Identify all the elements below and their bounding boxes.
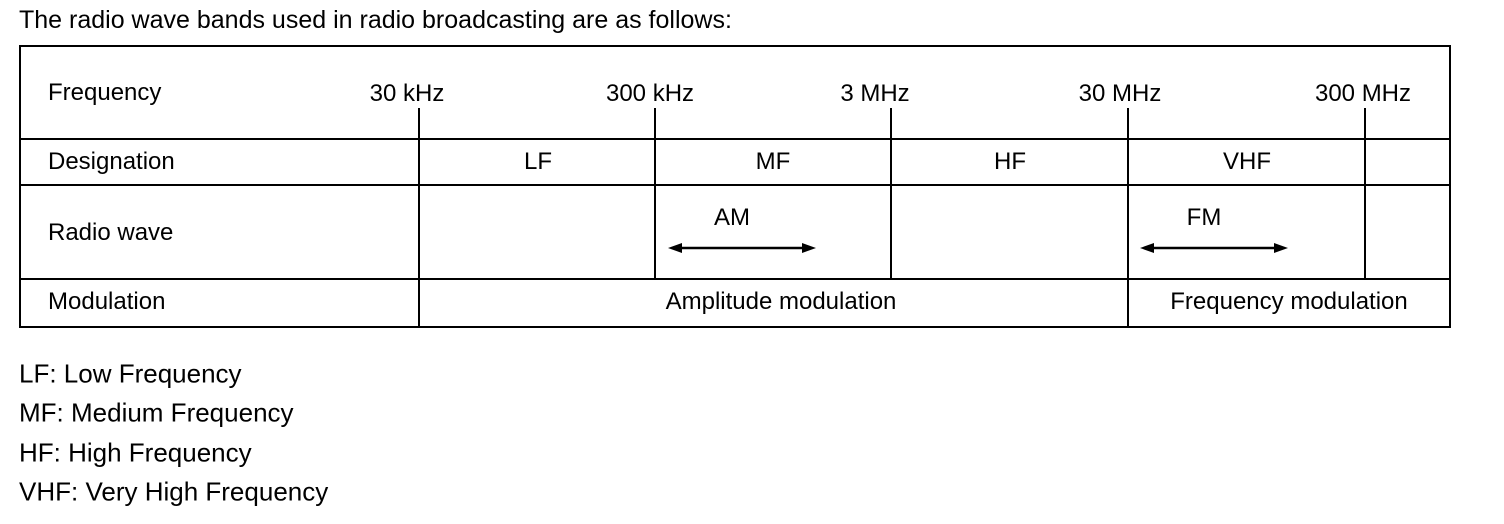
frequency-label: 300 MHz bbox=[1314, 80, 1412, 107]
row-divider bbox=[19, 184, 1451, 186]
row-header-designation: Designation bbox=[48, 148, 175, 175]
row-header-frequency: Frequency bbox=[48, 79, 162, 106]
designation-hf: HF bbox=[994, 148, 1026, 175]
frequency-label: 300 kHz bbox=[605, 80, 695, 107]
designation-vhf: VHF bbox=[1223, 148, 1271, 175]
radio-wave-fm: FM bbox=[1186, 204, 1222, 231]
frequency-label: 30 kHz bbox=[369, 80, 445, 107]
legend-item-hf: HF: High Frequency bbox=[19, 437, 252, 468]
row-header-modulation: Modulation bbox=[48, 288, 166, 315]
frequency-label: 30 MHz bbox=[1078, 80, 1162, 107]
legend-item-vhf: VHF: Very High Frequency bbox=[19, 476, 329, 507]
boundary-300mhz bbox=[1364, 108, 1366, 280]
intro-text: The radio wave bands used in radio broad… bbox=[19, 6, 732, 34]
legend-item-lf: LF: Low Frequency bbox=[19, 358, 242, 389]
table-border bbox=[19, 45, 1451, 328]
boundary-3mhz bbox=[890, 108, 892, 280]
modulation-frequency: Frequency modulation bbox=[1170, 288, 1408, 315]
boundary-30mhz bbox=[1127, 108, 1129, 326]
radio-wave-am: AM bbox=[714, 204, 750, 231]
modulation-amplitude: Amplitude modulation bbox=[665, 288, 897, 315]
frequency-label: 3 MHz bbox=[840, 80, 910, 107]
row-header-radio-wave: Radio wave bbox=[48, 219, 174, 246]
row-divider bbox=[19, 138, 1451, 140]
designation-mf: MF bbox=[755, 148, 791, 175]
designation-lf: LF bbox=[523, 148, 553, 175]
legend-item-mf: MF: Medium Frequency bbox=[19, 397, 294, 428]
row-divider bbox=[19, 278, 1451, 280]
boundary-300khz bbox=[654, 108, 656, 280]
boundary-30khz bbox=[418, 108, 420, 326]
